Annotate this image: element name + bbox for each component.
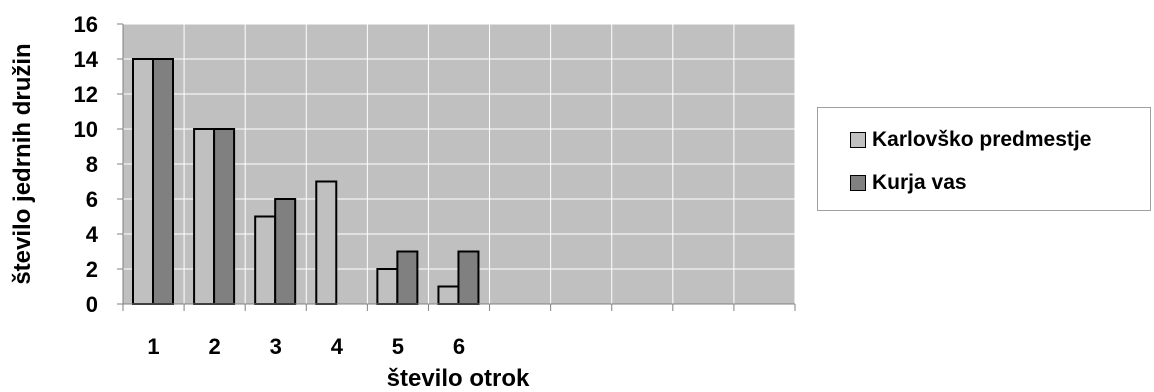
legend-item-series-2: Kurja vas xyxy=(850,171,967,195)
y-tick-label: 16 xyxy=(74,12,98,37)
bar-series-2-cat-3 xyxy=(274,198,297,305)
legend-label-series-2: Kurja vas xyxy=(872,171,967,194)
y-tick-label: 10 xyxy=(74,117,98,142)
y-tick-label: 6 xyxy=(86,187,98,212)
legend-swatch-series-2 xyxy=(850,175,866,191)
legend-label-series-1: Karlovško predmestje xyxy=(872,128,1092,151)
y-tick-label: 4 xyxy=(86,222,99,247)
legend-item-series-1: Karlovško predmestje xyxy=(850,128,1091,152)
y-tick-label: 8 xyxy=(86,152,98,177)
x-tick-label: 4 xyxy=(331,334,344,359)
bar-series-2-cat-2 xyxy=(213,128,236,305)
y-tick-label: 14 xyxy=(74,47,99,72)
bar-series-1-cat-3 xyxy=(254,215,277,305)
bar-series-1-cat-5 xyxy=(376,268,399,305)
y-tick-label: 0 xyxy=(86,292,98,317)
x-tick-label: 1 xyxy=(147,334,159,359)
y-tick-label: 2 xyxy=(86,257,98,282)
x-tick-label: 2 xyxy=(209,334,221,359)
x-axis-title: število otrok xyxy=(387,365,530,392)
bar-series-1-cat-6 xyxy=(437,285,460,305)
bar-series-2-cat-5 xyxy=(396,250,419,305)
chart-legend: Karlovško predmestje Kurja vas xyxy=(817,107,1151,211)
x-tick-label: 5 xyxy=(392,334,404,359)
x-tick-label: 6 xyxy=(453,334,465,359)
legend-swatch-series-1 xyxy=(850,132,866,148)
y-tick-label: 12 xyxy=(74,82,98,107)
y-axis-title: število jedrnih družin xyxy=(9,43,36,284)
bar-series-2-cat-1 xyxy=(152,58,174,305)
bar-series-2-cat-6 xyxy=(457,250,480,305)
bar-series-1-cat-2 xyxy=(193,128,216,305)
bar-series-1-cat-1 xyxy=(132,58,154,305)
bar-series-1-cat-4 xyxy=(315,180,338,305)
x-tick-label: 3 xyxy=(270,334,282,359)
